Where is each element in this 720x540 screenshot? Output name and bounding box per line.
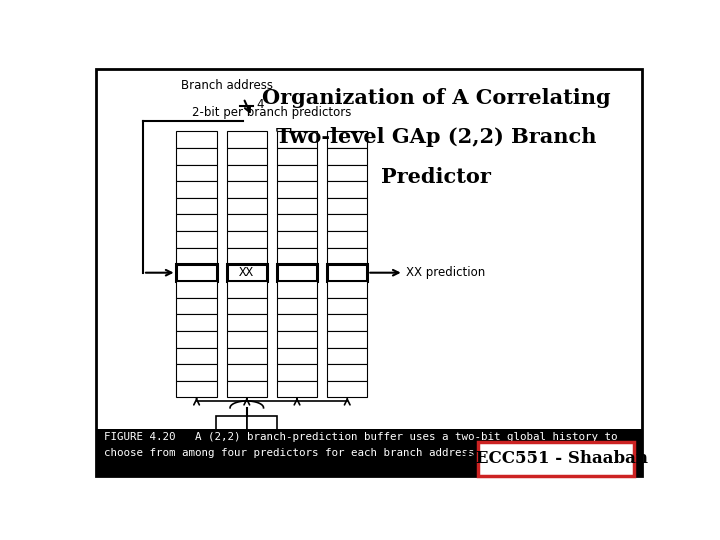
- Bar: [277, 281, 317, 298]
- Bar: [176, 181, 217, 198]
- Bar: [327, 298, 367, 314]
- Bar: [227, 298, 267, 314]
- Bar: [176, 381, 217, 397]
- Bar: [327, 198, 367, 214]
- Bar: [176, 165, 217, 181]
- Bar: [277, 231, 317, 248]
- Bar: [176, 364, 217, 381]
- Bar: [227, 314, 267, 331]
- Bar: [277, 331, 317, 348]
- Bar: [176, 131, 217, 148]
- Bar: [227, 131, 267, 148]
- Bar: [277, 265, 317, 281]
- Bar: [327, 181, 367, 198]
- Bar: [227, 364, 267, 381]
- Bar: [176, 298, 217, 314]
- Bar: [327, 248, 367, 265]
- Bar: [227, 265, 267, 281]
- Bar: [96, 429, 642, 476]
- Bar: [227, 148, 267, 165]
- Bar: [176, 214, 217, 231]
- Text: Predictor: Predictor: [381, 167, 491, 187]
- Bar: [227, 231, 267, 248]
- Text: FIGURE 4.20   A (2,2) branch-prediction buffer uses a two-bit global history to: FIGURE 4.20 A (2,2) branch-prediction bu…: [104, 432, 618, 442]
- Bar: [277, 381, 317, 397]
- Bar: [176, 281, 217, 298]
- Bar: [176, 231, 217, 248]
- Bar: [277, 298, 317, 314]
- Bar: [277, 198, 317, 214]
- Bar: [227, 381, 267, 397]
- Bar: [327, 364, 367, 381]
- Bar: [277, 348, 317, 364]
- Text: 4: 4: [256, 98, 264, 111]
- Bar: [327, 165, 367, 181]
- Text: choose from among four predictors for each branch address.: choose from among four predictors for ea…: [104, 448, 481, 458]
- Text: Two-level GAp (2,2) Branch: Two-level GAp (2,2) Branch: [276, 127, 596, 147]
- Bar: [327, 265, 367, 281]
- Bar: [176, 148, 217, 165]
- Bar: [277, 248, 317, 265]
- Bar: [176, 265, 217, 281]
- Bar: [227, 181, 267, 198]
- Bar: [277, 148, 317, 165]
- Bar: [327, 314, 367, 331]
- Bar: [227, 214, 267, 231]
- Bar: [176, 198, 217, 214]
- Bar: [227, 348, 267, 364]
- Bar: [327, 131, 367, 148]
- Bar: [277, 131, 317, 148]
- Bar: [327, 348, 367, 364]
- Bar: [277, 214, 317, 231]
- Bar: [327, 381, 367, 397]
- Text: XX prediction: XX prediction: [406, 266, 485, 279]
- Bar: [327, 231, 367, 248]
- Text: EECC551 - Shaaban: EECC551 - Shaaban: [464, 450, 649, 468]
- Bar: [176, 248, 217, 265]
- Bar: [176, 331, 217, 348]
- Bar: [327, 331, 367, 348]
- Bar: [227, 248, 267, 265]
- Bar: [327, 148, 367, 165]
- Text: Branch address: Branch address: [181, 79, 273, 92]
- Bar: [478, 442, 634, 476]
- Bar: [227, 198, 267, 214]
- Text: XX: XX: [239, 266, 254, 279]
- Bar: [277, 165, 317, 181]
- Bar: [227, 331, 267, 348]
- Bar: [176, 314, 217, 331]
- Text: Organization of A Correlating: Organization of A Correlating: [261, 87, 611, 107]
- Bar: [227, 281, 267, 298]
- Bar: [216, 416, 247, 437]
- Bar: [176, 348, 217, 364]
- Text: 2-bit per branch predictors: 2-bit per branch predictors: [192, 106, 351, 119]
- Bar: [277, 181, 317, 198]
- Bar: [327, 214, 367, 231]
- Bar: [227, 165, 267, 181]
- Text: 2-bit global branch history: 2-bit global branch history: [168, 442, 325, 455]
- Bar: [247, 416, 277, 437]
- Bar: [277, 364, 317, 381]
- Bar: [277, 314, 317, 331]
- Bar: [327, 281, 367, 298]
